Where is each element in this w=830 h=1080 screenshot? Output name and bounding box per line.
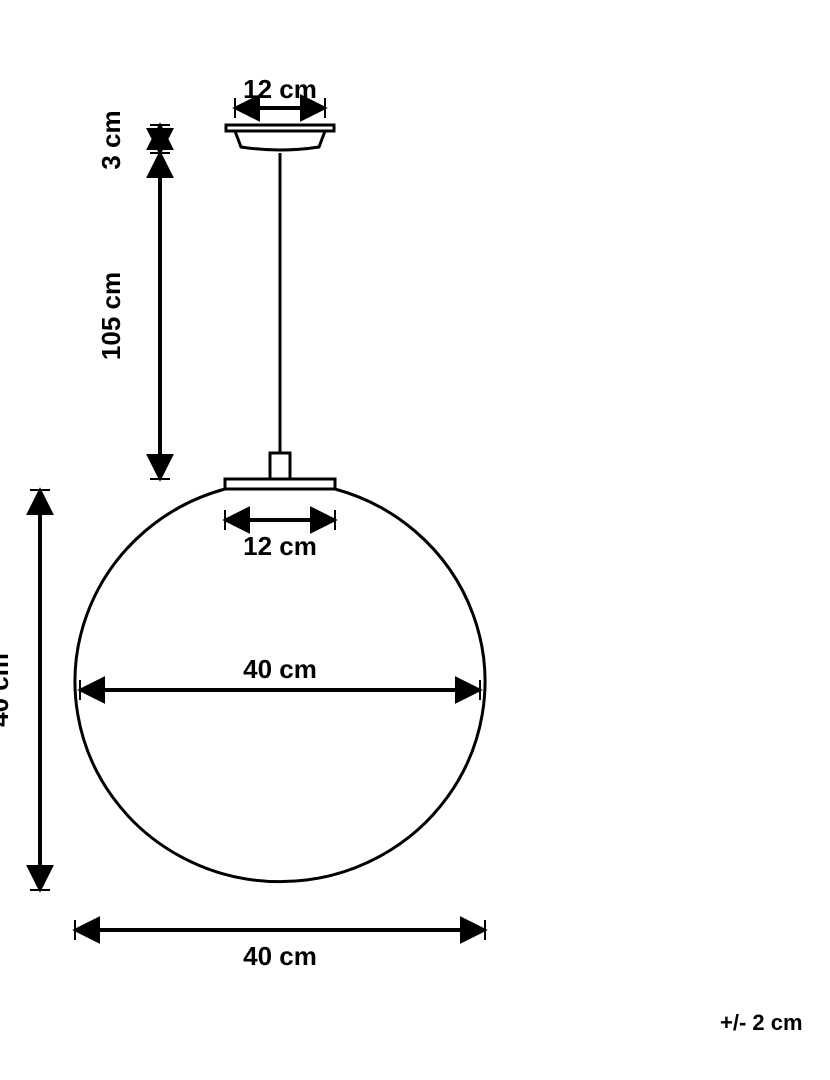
svg-text:12 cm: 12 cm [243, 74, 317, 104]
diagram-stage: 12 cm 3 cm 105 cm 40 cm 40 cm 40 cm 12 cm +/- … [0, 0, 830, 1080]
svg-text:3 cm: 3 cm [96, 110, 126, 169]
svg-text:40 cm: 40 cm [243, 941, 317, 971]
lamp-outline [75, 125, 485, 882]
svg-text:105 cm: 105 cm [96, 272, 126, 360]
svg-text:40 cm: 40 cm [0, 653, 14, 727]
svg-text:40 cm: 40 cm [243, 654, 317, 684]
tolerance-note: +/- 2 cm [720, 1010, 803, 1036]
svg-text:12 cm: 12 cm [243, 531, 317, 561]
lamp-dimension-drawing: 12 cm 3 cm 105 cm 40 cm 40 cm 40 cm 12 cm [0, 0, 830, 1080]
